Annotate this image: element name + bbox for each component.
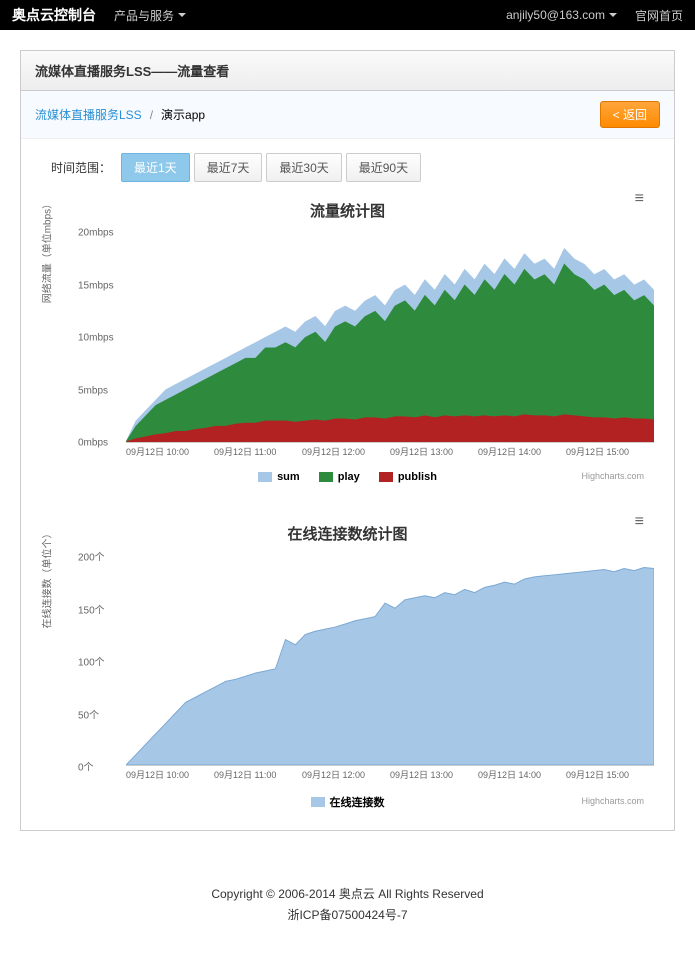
chart2-legend: 在线连接数 xyxy=(41,794,654,810)
footer: Copyright © 2006-2014 奥点云 All Rights Res… xyxy=(0,851,695,957)
legend-publish[interactable]: publish xyxy=(379,471,437,483)
connections-chart: 在线连接数统计图 ≡ 在线连接数（单位个） 0个50个100个150个200个 … xyxy=(21,505,674,830)
chart1-plot xyxy=(126,233,654,443)
chart2-credit: Highcharts.com xyxy=(581,796,644,806)
chart-menu-icon[interactable]: ≡ xyxy=(635,190,644,208)
chart1-xticks: 09月12日 10:0009月12日 11:0009月12日 12:0009月1… xyxy=(126,445,654,463)
time-filter: 时间范围： 最近1天 最近7天 最近30天 最近90天 xyxy=(21,139,674,182)
home-link[interactable]: 官网首页 xyxy=(635,7,683,24)
breadcrumb-link[interactable]: 流媒体直播服务LSS xyxy=(35,106,142,123)
chart2-ylabel: 在线连接数（单位个） xyxy=(39,529,54,629)
topbar: 奥点云控制台 产品与服务 anjily50@163.com 官网首页 xyxy=(0,0,695,30)
filter-label: 时间范围： xyxy=(51,159,111,176)
caret-down-icon xyxy=(178,13,186,17)
back-button[interactable]: < 返回 xyxy=(600,101,660,128)
chart-menu-icon[interactable]: ≡ xyxy=(635,513,644,531)
tab-7day[interactable]: 最近7天 xyxy=(194,153,263,182)
caret-down-icon xyxy=(609,13,617,17)
chart1-legend: sum play publish xyxy=(41,471,654,485)
traffic-chart: 流量统计图 ≡ 网络流量（单位mbps） 0mbps5mbps10mbps15m… xyxy=(21,182,674,505)
tab-1day[interactable]: 最近1天 xyxy=(121,153,190,182)
copyright: Copyright © 2006-2014 奥点云 All Rights Res… xyxy=(0,885,695,902)
chart2-plot xyxy=(126,556,654,766)
chart2-xticks: 09月12日 10:0009月12日 11:0009月12日 12:0009月1… xyxy=(126,768,654,786)
legend-play[interactable]: play xyxy=(319,471,360,483)
chart1-ylabel: 网络流量（单位mbps） xyxy=(39,199,54,303)
icp: 浙ICP备07500424号-7 xyxy=(0,906,695,923)
chart1-title: 流量统计图 xyxy=(41,200,654,221)
chart2-title: 在线连接数统计图 xyxy=(41,523,654,544)
tab-30day[interactable]: 最近30天 xyxy=(266,153,341,182)
panel-title: 流媒体直播服务LSS——流量查看 xyxy=(21,51,674,91)
nav-products[interactable]: 产品与服务 xyxy=(114,7,186,24)
logo[interactable]: 奥点云控制台 xyxy=(12,5,96,25)
breadcrumb-sep: / xyxy=(150,108,153,122)
legend-connections[interactable]: 在线连接数 xyxy=(311,794,385,810)
main-panel: 流媒体直播服务LSS——流量查看 流媒体直播服务LSS / 演示app < 返回… xyxy=(20,50,675,831)
user-menu[interactable]: anjily50@163.com xyxy=(506,7,617,24)
tab-90day[interactable]: 最近90天 xyxy=(346,153,421,182)
breadcrumb: 流媒体直播服务LSS / 演示app < 返回 xyxy=(21,91,674,139)
legend-sum[interactable]: sum xyxy=(258,471,300,483)
chart1-credit: Highcharts.com xyxy=(581,471,644,481)
breadcrumb-current: 演示app xyxy=(161,106,205,123)
